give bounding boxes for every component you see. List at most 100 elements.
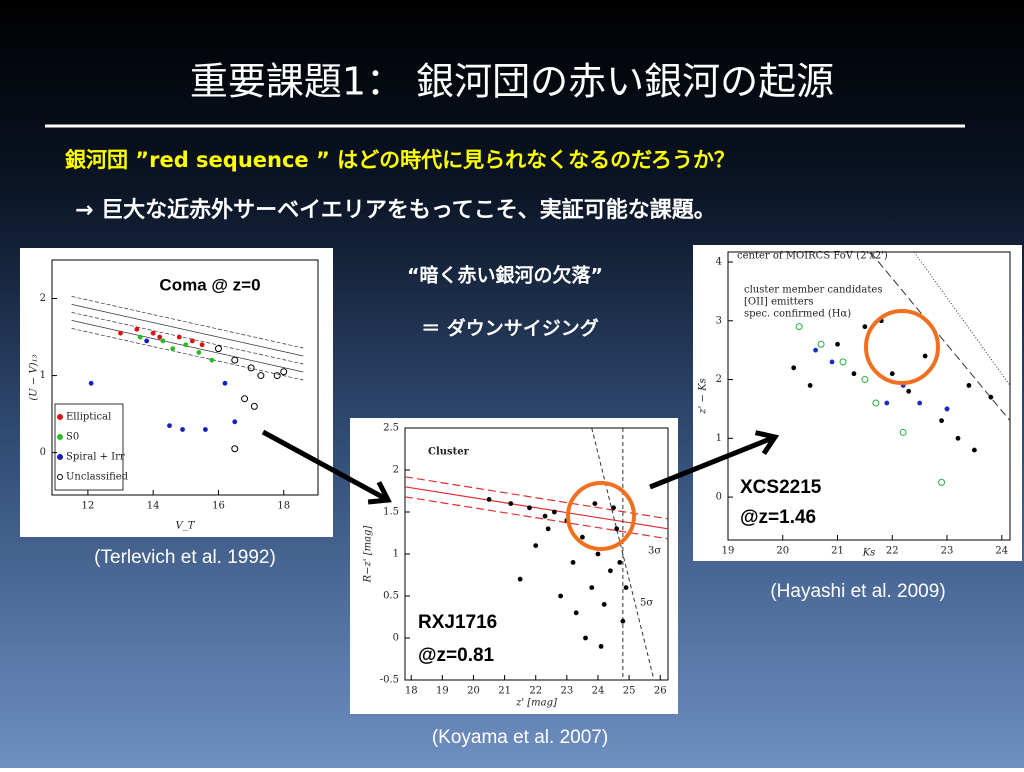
plot-frame <box>727 251 1011 541</box>
data-point <box>527 505 532 511</box>
legend-label: S0 <box>66 432 79 443</box>
data-point <box>583 635 588 641</box>
y-tick-label: 1.5 <box>383 507 399 518</box>
data-point <box>231 356 239 364</box>
data-point <box>851 371 857 377</box>
figure-caption: (Koyama et al. 2007) <box>432 727 608 748</box>
data-point <box>232 419 238 425</box>
x-tick-label: 18 <box>277 501 290 512</box>
data-point <box>922 353 928 359</box>
y-tick-label: 1 <box>393 549 399 560</box>
highlight-circle <box>566 481 636 551</box>
data-point <box>955 435 961 441</box>
y-tick-label: 4 <box>716 256 722 267</box>
figure-caption: (Hayashi et al. 2009) <box>770 581 945 602</box>
x-tick-label: 19 <box>722 546 735 557</box>
data-point <box>517 576 523 582</box>
data-point <box>938 478 946 486</box>
data-point <box>157 334 163 340</box>
data-point <box>884 400 890 406</box>
fit-line <box>71 296 304 349</box>
legend-label: cluster member candidates <box>744 285 882 296</box>
data-point <box>595 551 601 557</box>
annotation: XCS2215 <box>740 477 822 498</box>
y-tick-label: 1 <box>716 433 722 444</box>
annotation: RXJ1716 <box>418 612 497 633</box>
data-point <box>835 341 840 347</box>
data-point <box>170 346 176 352</box>
data-point <box>88 380 94 386</box>
x-tick-label: 14 <box>147 501 160 512</box>
data-point <box>617 560 623 565</box>
x-tick-label: 24 <box>592 686 605 697</box>
y-tick-label: 0.5 <box>383 591 399 602</box>
data-point <box>137 334 143 340</box>
data-point <box>791 365 797 371</box>
data-point <box>614 526 620 532</box>
data-point <box>144 338 150 344</box>
data-point <box>589 585 595 590</box>
x-tick-label: 19 <box>436 686 449 697</box>
y-axis-label: z' − Ks <box>698 378 709 414</box>
y-tick-label: 0 <box>40 447 46 458</box>
plot-label: center of MOIRCS FoV (2'x2') <box>737 251 888 262</box>
legend-label: [OII] emitters <box>744 297 814 308</box>
y-tick-label: 2 <box>716 374 722 385</box>
data-point <box>273 372 281 380</box>
fit-line <box>71 312 304 365</box>
data-point <box>620 618 626 624</box>
fit-line <box>404 496 669 540</box>
arrow-head <box>754 430 780 456</box>
data-point <box>209 357 215 363</box>
y-tick-label: 2 <box>393 465 399 476</box>
fit-line <box>71 304 304 357</box>
fit-line <box>404 476 669 520</box>
y-tick-label: 0 <box>716 492 722 503</box>
fit-line <box>404 486 669 530</box>
x-tick-label: 12 <box>82 501 95 512</box>
slide-title: 重要課題1： 銀河団の赤い銀河の起源 <box>190 60 834 104</box>
data-point <box>889 371 895 377</box>
data-point <box>250 402 258 410</box>
data-point <box>241 395 249 403</box>
data-point <box>839 358 847 366</box>
x-tick-label: 23 <box>560 686 573 697</box>
data-point <box>542 513 548 519</box>
data-point <box>966 383 972 388</box>
arrow <box>649 434 776 490</box>
data-point <box>558 593 564 599</box>
data-point <box>533 543 539 548</box>
data-point <box>872 399 880 407</box>
data-point <box>917 400 923 406</box>
data-point <box>598 644 604 649</box>
data-point <box>988 394 994 400</box>
plot-label: Cluster <box>428 447 470 458</box>
x-tick-label: 20 <box>467 686 480 697</box>
legend-label: spec. confirmed (Hα) <box>744 309 851 320</box>
middle-text: ＝ ダウンサイジング <box>421 317 599 340</box>
x-axis-label: z' [mag] <box>515 698 557 709</box>
y-axis-label: R−z' [mag] <box>363 526 374 584</box>
data-point <box>807 383 813 388</box>
data-point <box>176 334 182 340</box>
x-tick-label: 25 <box>623 686 636 697</box>
y-tick-label: 2 <box>40 293 46 304</box>
data-point <box>813 347 819 353</box>
x-tick-label: 23 <box>941 546 954 557</box>
data-point <box>189 338 195 344</box>
annotation: @z=0.81 <box>418 645 495 666</box>
data-point <box>795 323 803 331</box>
figure-background <box>693 245 1022 561</box>
data-point <box>222 380 228 386</box>
data-point <box>214 345 222 353</box>
arrow-head <box>367 481 392 505</box>
x-tick-label: 24 <box>995 546 1008 557</box>
x-axis-label: Ks <box>862 548 876 559</box>
limit-line <box>913 251 1011 386</box>
legend-swatch <box>57 474 63 480</box>
data-point <box>150 330 156 336</box>
y-tick-label: 0 <box>393 633 399 644</box>
data-point <box>580 534 585 540</box>
